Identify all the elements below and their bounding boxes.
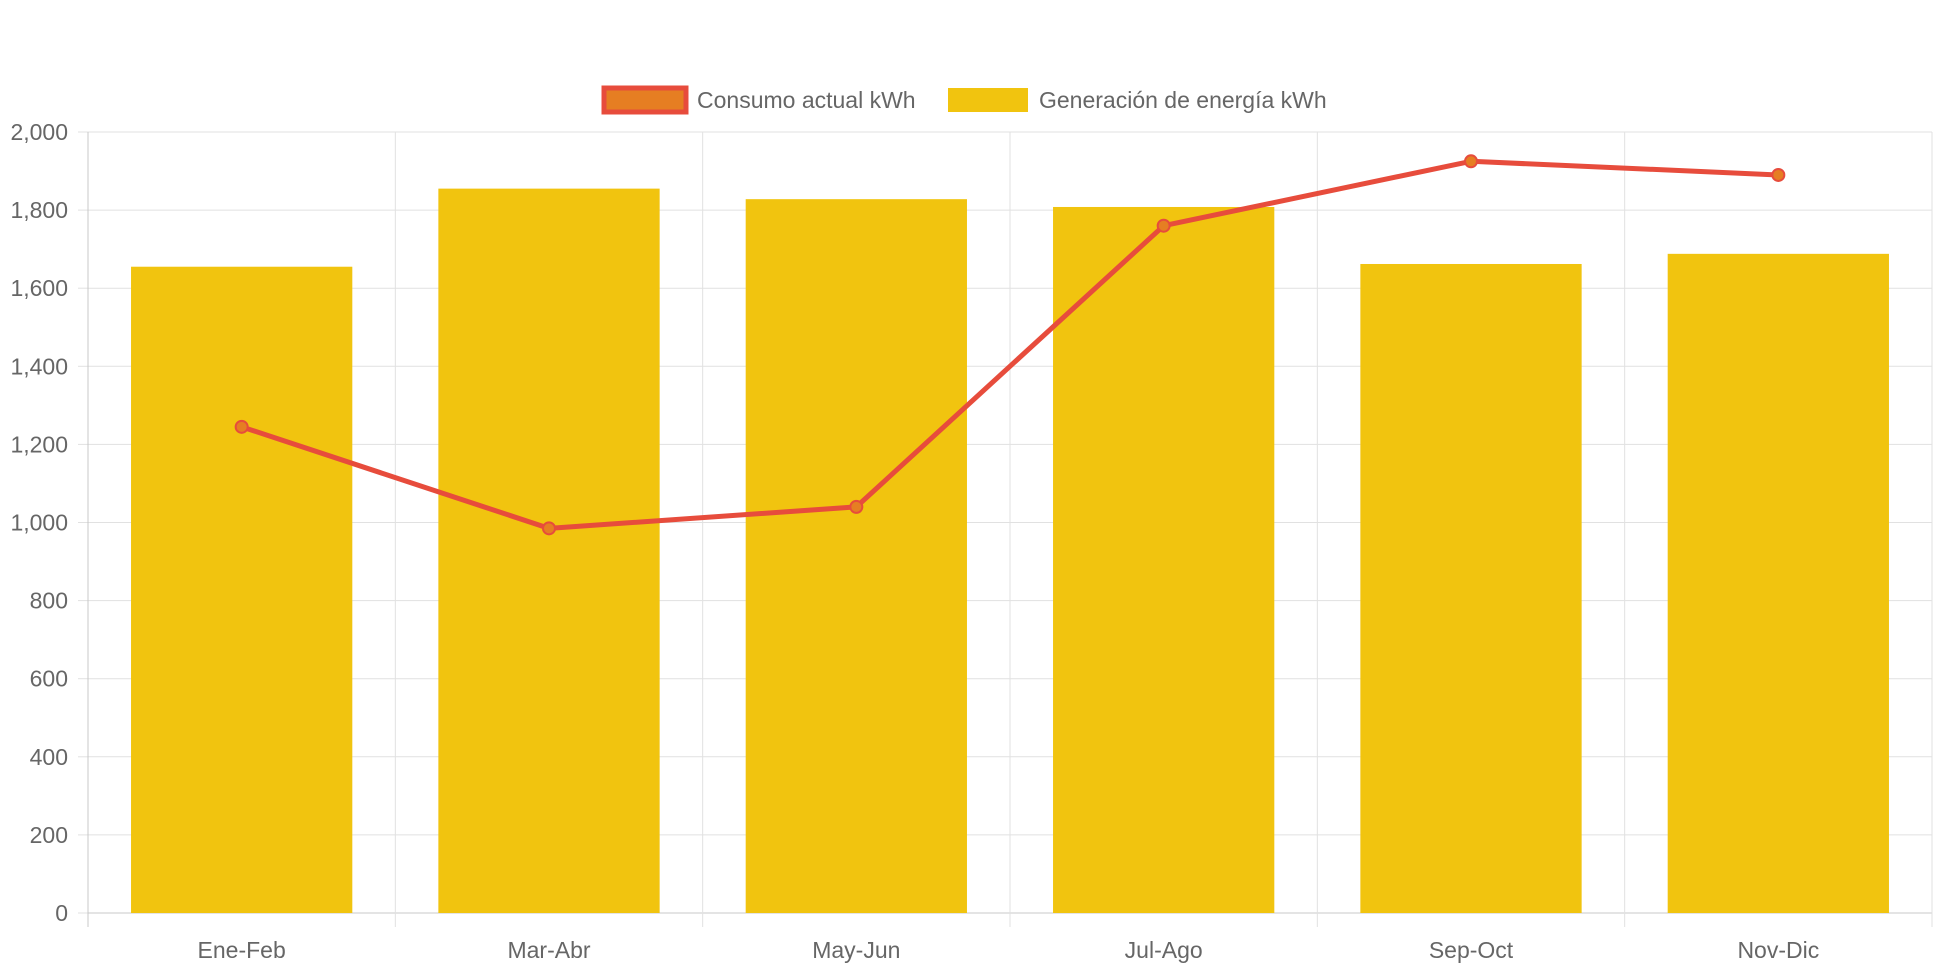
consumo-point-ene-feb xyxy=(234,419,249,434)
y-tick-label: 600 xyxy=(30,666,68,692)
bar-ene-feb xyxy=(131,266,353,913)
y-tick-label: 1,600 xyxy=(10,275,68,301)
x-tick-label: Nov-Dic xyxy=(1737,937,1819,963)
y-tick-label: 2,000 xyxy=(10,119,68,145)
line-layer xyxy=(234,154,1786,536)
consumo-point-sep-oct xyxy=(1464,154,1478,169)
legend-label-consumo: Consumo actual kWh xyxy=(697,87,916,113)
consumo-point-jul-ago xyxy=(1156,218,1171,233)
x-tick-label: Mar-Abr xyxy=(507,937,590,963)
legend-swatch-generacion xyxy=(948,88,1028,112)
y-tick-label: 200 xyxy=(30,822,68,848)
consumo-point-nov-dic xyxy=(1771,167,1786,182)
y-tick-label: 1,200 xyxy=(10,431,68,457)
legend-swatch-consumo xyxy=(601,85,689,115)
y-tick-label: 1,400 xyxy=(10,353,68,379)
bar-mar-abr xyxy=(438,188,660,913)
x-tick-label: Ene-Feb xyxy=(198,937,286,963)
x-tick-label: Jul-Ago xyxy=(1125,937,1203,963)
grid-layer xyxy=(78,131,1933,927)
consumo-line xyxy=(240,158,1779,531)
bar-nov-dic xyxy=(1667,253,1889,913)
y-tick-label: 1,800 xyxy=(10,197,68,223)
x-tick-label: Sep-Oct xyxy=(1429,937,1514,963)
bar-may-jun xyxy=(745,199,967,913)
bar-layer xyxy=(131,188,1889,913)
legend-label-generacion: Generación de energía kWh xyxy=(1039,87,1327,113)
y-tick-label: 1,000 xyxy=(10,510,68,536)
consumo-point-mar-abr xyxy=(542,521,556,536)
consumo-point-may-jun xyxy=(849,499,864,514)
bar-sep-oct xyxy=(1360,263,1582,913)
y-tick-label: 0 xyxy=(55,900,68,926)
x-tick-label: May-Jun xyxy=(812,937,900,963)
y-tick-label: 800 xyxy=(30,588,68,614)
y-tick-label: 400 xyxy=(30,744,68,770)
legend: Consumo actual kWh Generación de energía … xyxy=(601,85,1327,115)
axis-layer: 0 200 400 600 800 1,000 1,200 1,400 1,600 1,800 2,… xyxy=(10,119,1819,963)
bar-jul-ago xyxy=(1053,206,1275,913)
